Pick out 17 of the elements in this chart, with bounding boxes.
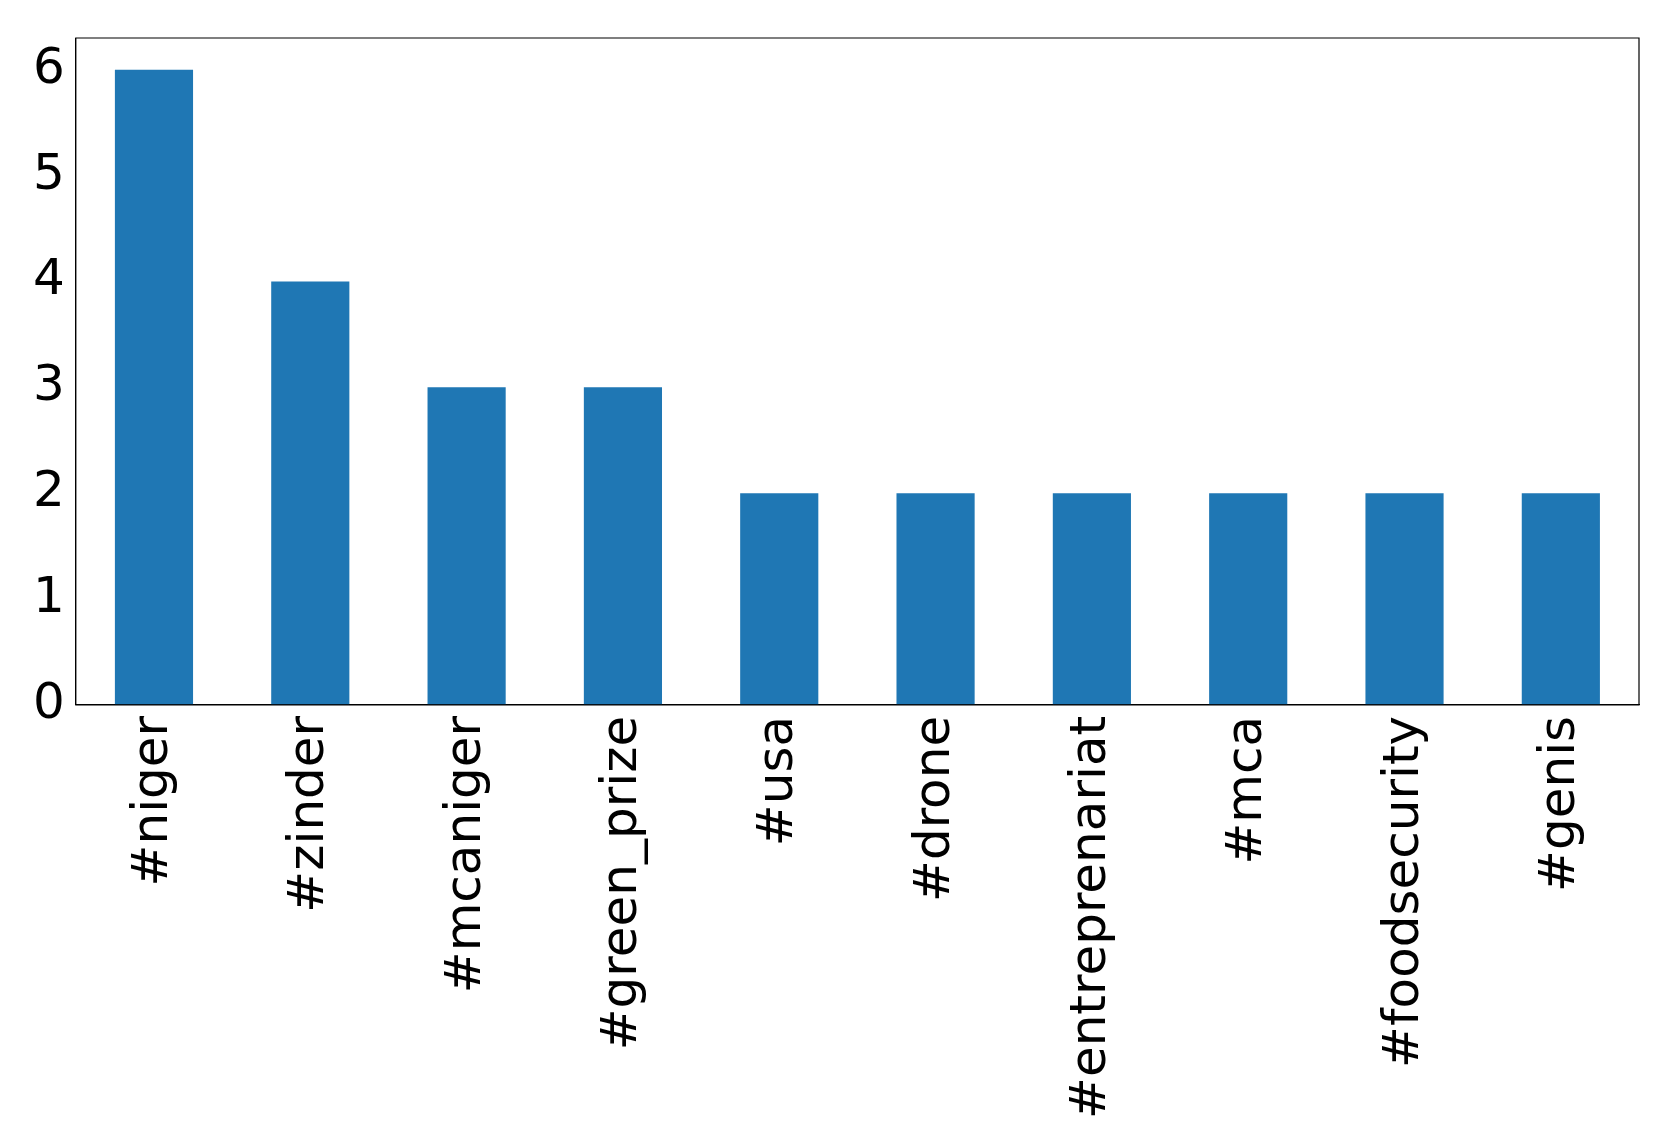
y-tick-label: 2 xyxy=(33,460,65,519)
x-tick-label: #foodsecurity xyxy=(1371,715,1430,1068)
y-tick-label: 6 xyxy=(33,36,65,95)
x-tick-label: #entreprenariat xyxy=(1058,715,1117,1120)
x-tick-label: #genis xyxy=(1527,715,1586,892)
x-tick-label: #usa xyxy=(746,715,805,847)
x-tick-label: #green_prize xyxy=(589,715,648,1051)
y-tick-label: 3 xyxy=(33,354,65,413)
x-tick-label: #drone xyxy=(902,715,961,902)
y-tick-label: 5 xyxy=(33,142,65,201)
x-tick-label: #zinder xyxy=(277,715,336,913)
x-tick-label: #mca xyxy=(1215,715,1274,865)
y-tick-label: 1 xyxy=(33,565,65,624)
x-tick-label: #mcaniger xyxy=(433,715,492,994)
x-tick-label: #niger xyxy=(120,715,179,887)
y-tick-label: 0 xyxy=(33,671,65,730)
y-tick-label: 4 xyxy=(33,248,65,307)
